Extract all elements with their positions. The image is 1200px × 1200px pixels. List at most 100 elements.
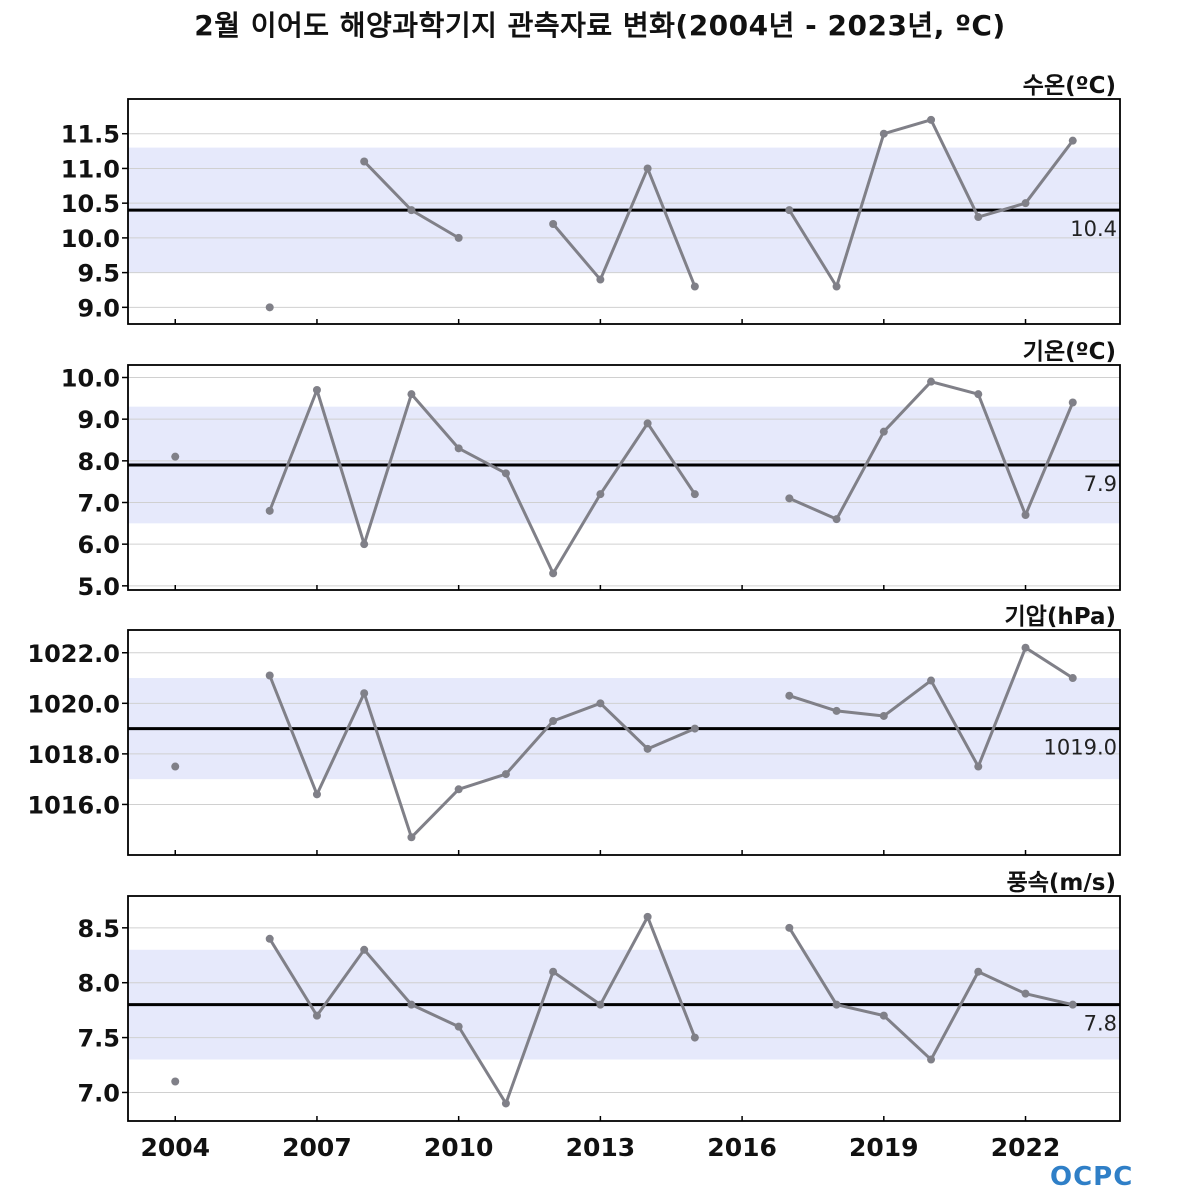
data-point [832, 282, 841, 291]
panel-3: 1016.0 1018.0 1020.0 1022.0 1019.0 기압(hPa) [27, 604, 1121, 856]
data-point [927, 1055, 936, 1064]
data-point [549, 220, 558, 228]
data-point [690, 1033, 699, 1042]
x-tick-label: 2022 [991, 1133, 1061, 1162]
y-tick-label: 11.5 [61, 121, 120, 149]
y-tick-label: 9.5 [77, 260, 120, 288]
y-tick-label: 1016.0 [27, 791, 120, 819]
panel-2: 5.0 6.0 7.0 8.0 9.0 10.0 7.9 기온(ºC) [61, 339, 1121, 601]
data-point [832, 515, 841, 524]
mean-value-label: 10.4 [1070, 217, 1117, 241]
panel-label: 수온(ºC) [1023, 73, 1116, 99]
y-tick-label: 9.0 [77, 406, 120, 434]
data-point [643, 419, 652, 428]
data-point [927, 115, 936, 124]
data-point [879, 711, 888, 720]
data-point [643, 744, 652, 753]
data-point [1068, 674, 1077, 683]
data-point [549, 569, 558, 578]
data-point [549, 967, 558, 976]
panel-4: 7.0 7.5 8.0 8.5 7.8 풍속(m/s) [77, 870, 1121, 1122]
y-tick-label: 8.0 [77, 448, 120, 476]
data-point [832, 1000, 841, 1009]
data-point [879, 427, 888, 436]
data-point [596, 490, 605, 499]
panel-label: 기압(hPa) [1005, 604, 1116, 630]
y-tick-label: 7.5 [77, 1025, 120, 1053]
data-point [265, 506, 274, 515]
data-point [596, 275, 605, 284]
data-point [1068, 1000, 1077, 1009]
mean-value-label: 7.9 [1084, 472, 1117, 496]
data-point [360, 540, 369, 549]
x-tick-label: 2004 [140, 1133, 210, 1162]
data-point [501, 1099, 510, 1108]
x-tick-label: 2016 [707, 1133, 777, 1162]
data-point [879, 1011, 888, 1020]
panel-1: 9.0 9.5 10.0 10.5 11.0 11.5 10.4 수온(ºC) [61, 73, 1121, 325]
data-point [1021, 989, 1030, 998]
data-point [312, 386, 321, 394]
y-tick-label: 8.0 [77, 970, 120, 998]
mean-value-label: 1019.0 [1044, 736, 1117, 760]
chart-title: 2월 이어도 해양과학기지 관측자료 변화(2004년 - 2023년, ºC) [194, 9, 1006, 42]
data-point [927, 676, 936, 685]
data-point [1021, 643, 1030, 652]
ocpc-logo: OCPC [1050, 1162, 1133, 1192]
data-point [501, 770, 510, 779]
series-line [268, 674, 696, 839]
data-point [974, 390, 983, 399]
data-point [265, 934, 274, 943]
data-point [785, 206, 794, 215]
data-point [974, 762, 983, 771]
data-point [501, 469, 510, 478]
y-tick-label: 7.0 [77, 490, 120, 518]
mean-value-label: 7.8 [1084, 1012, 1117, 1036]
data-point [454, 233, 463, 242]
data-point [643, 164, 652, 173]
data-point [171, 762, 180, 771]
data-point [407, 206, 416, 215]
series-line [552, 166, 697, 288]
data-point [927, 377, 936, 386]
data-point [454, 785, 463, 794]
data-point [265, 671, 274, 680]
data-point [1021, 511, 1030, 519]
y-tick-label: 10.5 [61, 190, 120, 218]
data-point [171, 452, 180, 461]
y-tick-label: 1018.0 [27, 741, 120, 769]
data-point [690, 724, 699, 733]
panel-label: 풍속(m/s) [1007, 870, 1116, 896]
y-tick-label: 6.0 [77, 531, 120, 559]
data-point [974, 967, 983, 976]
data-point [312, 1011, 321, 1020]
x-tick-label: 2019 [849, 1133, 919, 1162]
data-point [454, 444, 463, 453]
data-point [690, 282, 699, 291]
y-tick-label: 9.0 [77, 294, 120, 322]
series-line [268, 388, 697, 575]
data-point [265, 303, 274, 312]
series-line [268, 915, 697, 1105]
data-point [1068, 398, 1077, 407]
data-point [549, 717, 558, 726]
x-tick-label: 2010 [424, 1133, 494, 1162]
data-point [1068, 136, 1077, 145]
y-tick-label: 7.0 [77, 1079, 120, 1107]
data-point [360, 157, 369, 166]
x-tick-label: 2013 [566, 1133, 636, 1162]
data-point [454, 1022, 463, 1031]
data-point [407, 390, 416, 399]
data-point [596, 1000, 605, 1009]
y-tick-label: 10.0 [61, 365, 120, 393]
logo-text: OCPC [1050, 1162, 1134, 1192]
y-tick-label: 8.5 [77, 915, 120, 943]
y-tick-label: 10.0 [61, 225, 120, 253]
data-point [643, 912, 652, 921]
panel-frame [127, 98, 1121, 325]
data-point [785, 691, 794, 700]
y-tick-label: 1020.0 [27, 690, 120, 718]
y-tick-label: 5.0 [77, 573, 120, 601]
data-point [690, 490, 699, 499]
